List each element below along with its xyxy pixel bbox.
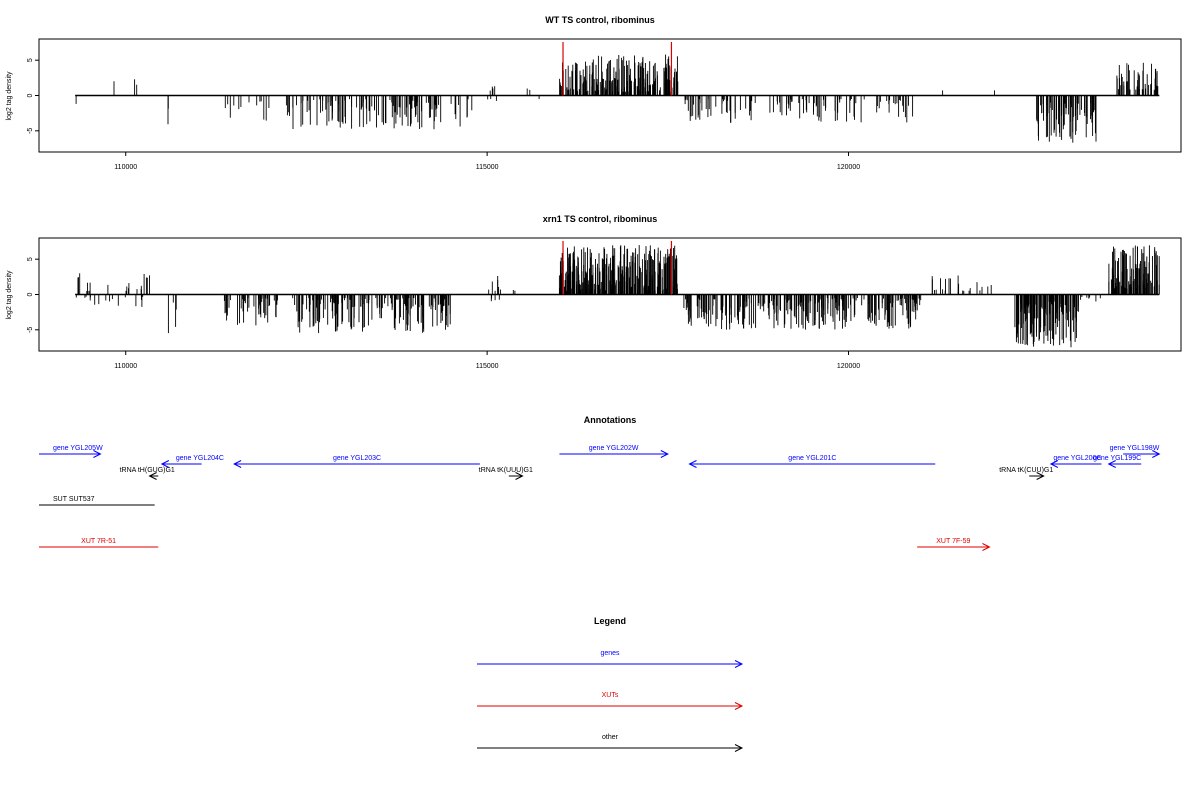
wt-panel-title: WT TS control, ribominus (545, 15, 655, 25)
wt-y-tick-label: 5 (27, 58, 34, 62)
xrn1-coverage-panel: xrn1 TS control, ribominus log2 tag dens… (6, 214, 1182, 370)
wt-x-tick-label: 110000 (114, 164, 137, 171)
feature-label: SUT SUT537 (53, 496, 95, 503)
feature-label: gene YGL205W (53, 445, 103, 452)
feature-label: XUT 7R-51 (81, 538, 116, 545)
arrow-left-icon (148, 472, 157, 480)
legend-items-group: genes XUTs other (477, 650, 744, 752)
feature-label: tRNA tH(GUG)G1 (120, 467, 175, 474)
legend: Legend genes XUTs other (477, 616, 744, 752)
wt-coverage-panel: WT TS control, ribominus log2 tag densit… (6, 15, 1182, 171)
xrn1-x-axis: 110000 115000 120000 (114, 351, 860, 370)
arrow-right-icon (734, 702, 744, 710)
wt-highlight-group (562, 42, 673, 96)
feature-gene-ygl205w: gene YGL205W (39, 445, 103, 458)
feature-gene-ygl199c: gene YGL199C (1093, 455, 1142, 468)
wt-x-tick-label: 115000 (476, 164, 499, 171)
arrow-right-icon (660, 450, 669, 458)
feature-label: gene YGL203C (333, 455, 381, 462)
wt-y-axis: -5 0 5 (27, 58, 39, 134)
feature-label: tRNA tK(CUU)G1 (999, 467, 1053, 474)
feature-sut-sut537: SUT SUT537 (39, 496, 155, 506)
feature-gene-ygl198w: gene YGL198W (1110, 445, 1161, 458)
xrn1-y-tick-label: 0 (27, 292, 34, 296)
feature-xut-7f-59: XUT 7F-59 (917, 538, 991, 551)
feature-label: gene YGL199C (1093, 455, 1141, 462)
wt-x-axis: 110000 115000 120000 (114, 152, 860, 171)
legend-item-label: other (602, 734, 619, 741)
xrn1-bars-group (75, 245, 1160, 348)
feature-gene-ygl201c: gene YGL201C (688, 455, 936, 468)
legend-title: Legend (594, 616, 626, 626)
feature-xut-7r-51: XUT 7R-51 (39, 538, 159, 548)
feature-gene-ygl204c: gene YGL204C (160, 455, 224, 468)
arrow-left-icon (1049, 460, 1059, 468)
legend-item-genes: genes (477, 650, 744, 668)
xrn1-x-tick-label: 120000 (837, 363, 860, 370)
feature-gene-ygl200c: gene YGL200C (1049, 455, 1102, 468)
feature-label: tRNA tK(UUU)G1 (479, 467, 533, 474)
arrow-right-icon (1036, 472, 1045, 480)
arrow-right-icon (982, 543, 991, 551)
feature-label: gene YGL204C (176, 455, 224, 462)
xrn1-y-axis: -5 0 5 (27, 257, 39, 333)
xrn1-x-tick-label: 115000 (476, 363, 499, 370)
arrow-right-icon (734, 660, 744, 668)
xrn1-x-tick-label: 110000 (114, 363, 137, 370)
arrow-left-icon (233, 460, 242, 468)
annotations-title: Annotations (584, 415, 637, 425)
feature-label: gene YGL198W (1110, 445, 1160, 452)
arrow-left-icon (1107, 460, 1116, 468)
feature-arrows-group: gene YGL205W gene YGL204C gene YGL203C tRNA… (39, 445, 1161, 551)
feature-label: gene YGL202W (589, 445, 639, 452)
feature-trna-th-gug-g1: tRNA tH(GUG)G1 (120, 467, 175, 480)
arrow-right-icon (515, 472, 524, 480)
arrow-left-icon (688, 460, 697, 468)
wt-y-tick-label: -5 (27, 128, 34, 134)
feature-gene-ygl202w: gene YGL202W (559, 445, 669, 458)
wt-y-tick-label: 0 (27, 93, 34, 97)
legend-item-xuts: XUTs (477, 692, 744, 710)
wt-bars-group (75, 54, 1160, 143)
legend-item-label: genes (600, 650, 620, 657)
feature-trna-tk-uuu-g1: tRNA tK(UUU)G1 (479, 467, 533, 480)
xrn1-y-tick-label: -5 (27, 327, 34, 333)
feature-label: gene YGL200C (1053, 455, 1101, 462)
arrow-left-icon (160, 460, 170, 468)
wt-y-axis-label: log2 tag density (6, 71, 13, 121)
feature-label: XUT 7F-59 (936, 538, 970, 545)
xrn1-panel-title: xrn1 TS control, ribominus (543, 214, 658, 224)
feature-label: gene YGL201C (788, 455, 836, 462)
xrn1-y-axis-label: log2 tag density (6, 270, 13, 320)
xrn1-highlight-group (562, 241, 673, 295)
legend-item-label: XUTs (602, 692, 619, 699)
arrow-right-icon (93, 450, 102, 458)
wt-x-tick-label: 120000 (837, 164, 860, 171)
arrow-right-icon (1152, 450, 1161, 458)
feature-trna-tk-cuu-g1: tRNA tK(CUU)G1 (999, 467, 1053, 480)
arrow-right-icon (734, 744, 744, 752)
xrn1-y-tick-label: 5 (27, 257, 34, 261)
feature-gene-ygl203c: gene YGL203C (233, 455, 480, 468)
legend-item-other: other (477, 734, 744, 752)
